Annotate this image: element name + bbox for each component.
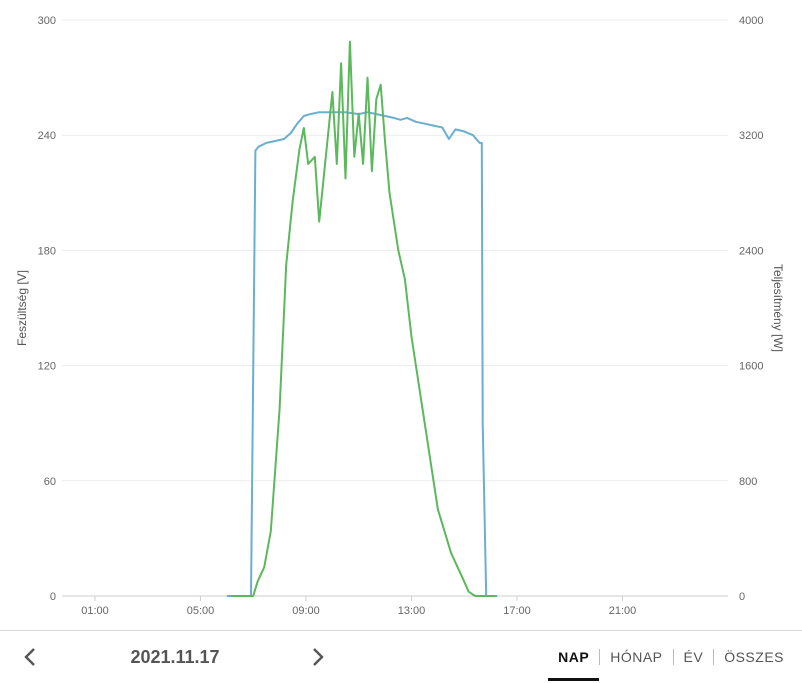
footer-bar: 2021.11.17 NAP HÓNAP ÉV ÖSSZES [0, 630, 802, 682]
left-axis-ticks: 0 60 120 180 240 300 [38, 15, 56, 603]
x-tick-label: 17:00 [503, 605, 531, 617]
right-tick-label: 1600 [739, 361, 763, 373]
date-label[interactable]: 2021.11.17 [130, 647, 220, 667]
tab-separator [672, 649, 674, 665]
left-tick-label: 300 [38, 15, 56, 27]
next-day-button[interactable] [304, 643, 332, 671]
series-layer [226, 40, 498, 597]
right-tick-label: 800 [739, 476, 757, 488]
left-tick-label: 60 [44, 476, 56, 488]
voltage-series-line [226, 111, 498, 597]
x-axis-ticks: 01:00 05:00 09:00 13:00 17:00 21:00 [81, 596, 636, 617]
right-tick-label: 4000 [739, 15, 763, 27]
x-tick-label: 05:00 [187, 605, 215, 617]
tab-nap[interactable]: NAP [548, 631, 600, 683]
chart: 0 60 120 180 240 300 0 800 1600 2400 3200 4000 01:… [15, 15, 785, 617]
tab-separator [599, 649, 601, 665]
period-tabs: NAP HÓNAP ÉV ÖSSZES [548, 631, 794, 683]
previous-day-button[interactable] [16, 643, 44, 671]
tab-honap[interactable]: HÓNAP [610, 649, 663, 665]
chevron-left-icon [24, 648, 35, 666]
left-tick-label: 180 [38, 245, 56, 257]
left-tick-label: 120 [38, 361, 56, 373]
left-tick-label: 240 [38, 130, 56, 142]
x-tick-label: 09:00 [292, 605, 320, 617]
tab-ev[interactable]: ÉV [683, 649, 704, 665]
right-axis-title: Teljesítmény [W] [771, 264, 785, 352]
right-axis-ticks: 0 800 1600 2400 3200 4000 [739, 15, 763, 603]
right-tick-label: 3200 [739, 130, 763, 142]
left-axis-title: Feszültség [V] [15, 270, 29, 346]
grid-lines [62, 19, 728, 597]
left-tick-label: 0 [50, 591, 56, 603]
right-tick-label: 2400 [739, 245, 763, 257]
tab-separator [713, 649, 715, 665]
tab-osszes[interactable]: ÖSSZES [724, 649, 784, 665]
x-tick-label: 21:00 [609, 605, 637, 617]
x-tick-label: 13:00 [398, 605, 426, 617]
x-tick-label: 01:00 [81, 605, 109, 617]
right-tick-label: 0 [739, 591, 745, 603]
chevron-right-icon [313, 648, 324, 666]
power-series-line [231, 40, 495, 597]
